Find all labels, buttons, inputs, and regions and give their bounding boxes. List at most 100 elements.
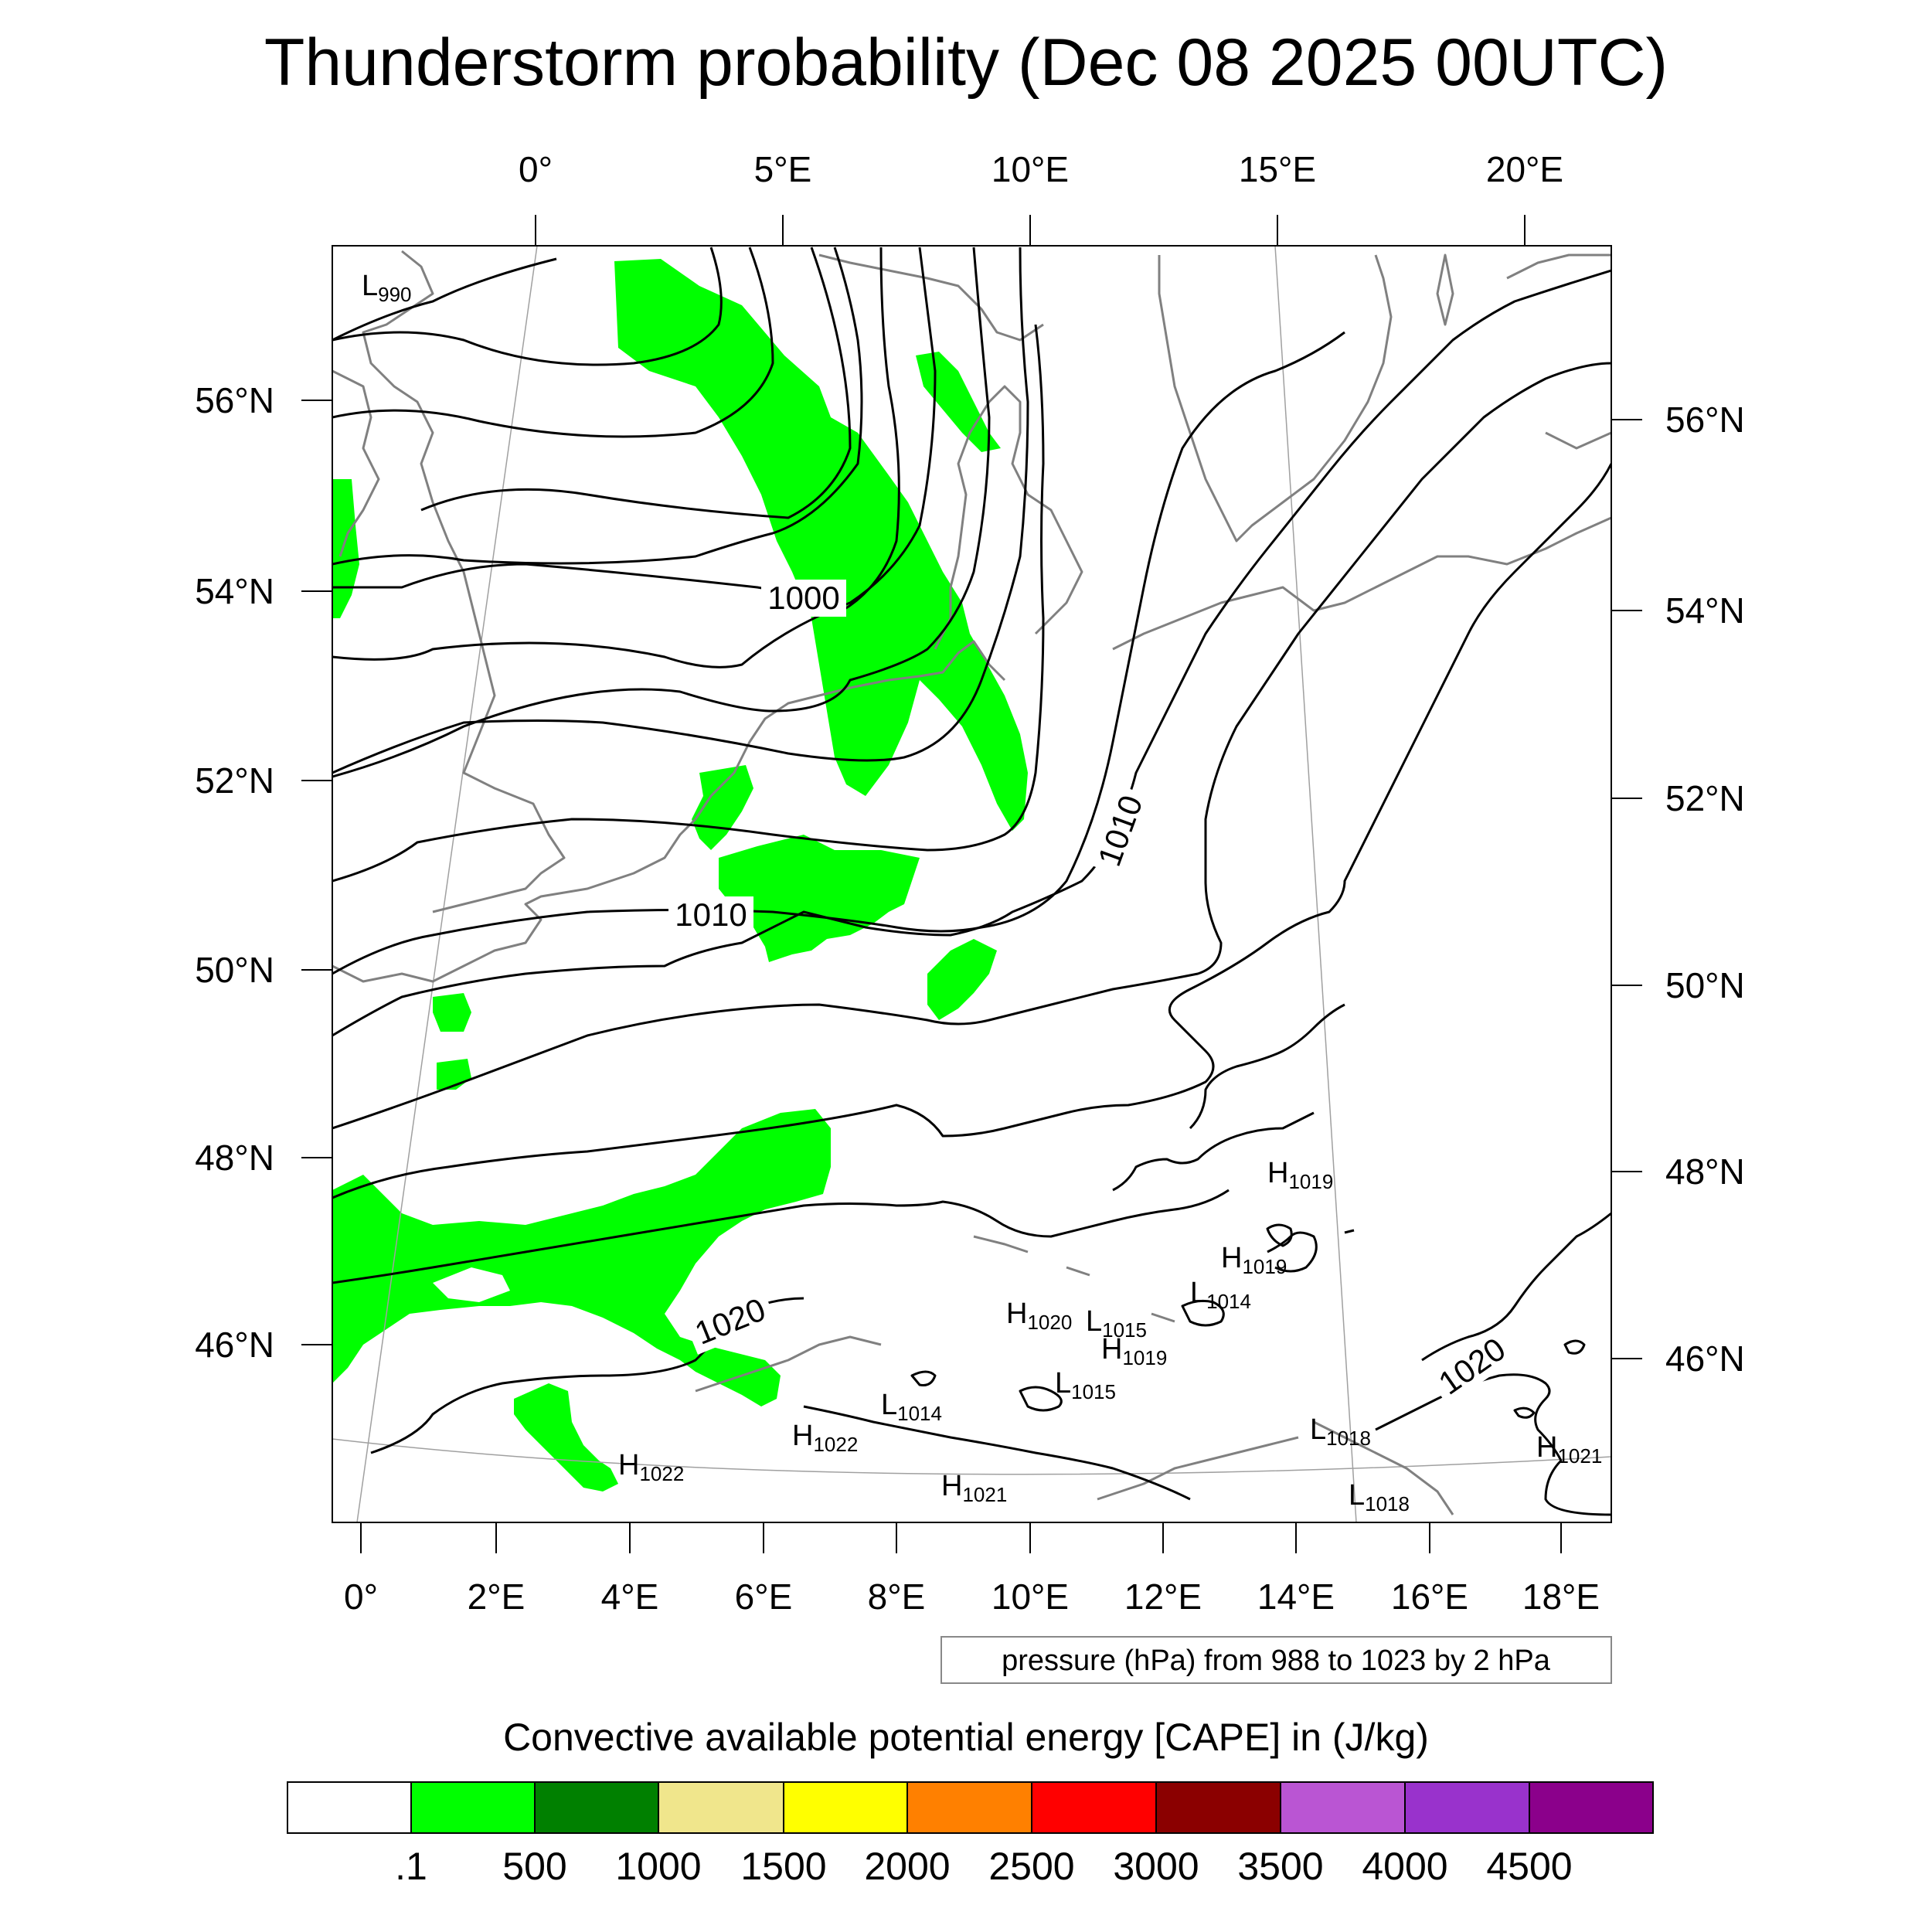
- svg-text:H1022: H1022: [618, 1449, 684, 1485]
- coast-sweden: [1158, 254, 1393, 543]
- colorbar-swatch-5: [906, 1781, 1032, 1834]
- pressure-center-L1015-a: L1015: [1086, 1305, 1147, 1342]
- coast-finland: [1506, 253, 1611, 280]
- colorbar-swatch-7: [1155, 1781, 1281, 1834]
- pressure-centers: L990 H1019 H1019 L1014 H1020 L1015 H1019…: [362, 270, 1602, 1515]
- pressure-center-L1018-b: L1018: [1349, 1479, 1410, 1515]
- coast-mediterranean-france: [695, 1335, 882, 1393]
- colorbar-label-8: 4000: [1362, 1845, 1447, 1888]
- colorbar-swatch-3: [658, 1781, 784, 1834]
- left-lat-label-50N: 50°N: [195, 950, 274, 990]
- coast-channel-france: [332, 818, 697, 983]
- svg-text:H1019: H1019: [1101, 1333, 1167, 1369]
- map-frame: [332, 245, 1612, 1523]
- svg-text:H1021: H1021: [1536, 1431, 1602, 1468]
- pressure-center-L1014-a: L1014: [1190, 1277, 1251, 1313]
- pressure-center-H1022-a: H1022: [792, 1420, 858, 1456]
- colorbar-swatch-8: [1280, 1781, 1406, 1834]
- colorbar-label-9: 4500: [1486, 1845, 1572, 1888]
- colorbar-label-0: .1: [395, 1845, 427, 1888]
- svg-text:L990: L990: [362, 270, 412, 306]
- svg-text:L1015: L1015: [1055, 1367, 1116, 1403]
- left-lat-label-52N: 52°N: [195, 760, 274, 801]
- svg-text:1000: 1000: [767, 580, 839, 616]
- coast-gotland: [1436, 253, 1454, 326]
- svg-text:H1019: H1019: [1221, 1242, 1287, 1278]
- colorbar-title: Convective available potential energy [C…: [503, 1716, 1429, 1759]
- top-lon-label-0: 0°: [519, 149, 553, 189]
- pressure-center-L1014-b: L1014: [881, 1389, 942, 1425]
- left-lat-label-48N: 48°N: [195, 1138, 274, 1178]
- svg-text:L1014: L1014: [1190, 1277, 1251, 1313]
- page-title: Thunderstorm probability (Dec 08 2025 00…: [264, 26, 1668, 100]
- colorbar-label-6: 3000: [1113, 1845, 1199, 1888]
- pressure-center-H1019-a: H1019: [1267, 1157, 1333, 1193]
- bottom-lon-label-4E: 4°E: [601, 1577, 659, 1617]
- left-lat-axis: [301, 400, 332, 1345]
- coast-uk-east: [362, 250, 566, 913]
- top-lon-axis: [535, 215, 1526, 246]
- svg-text:1010: 1010: [675, 896, 747, 933]
- cape-area-france-south: [332, 1109, 831, 1406]
- colorbar-swatch-0: [287, 1781, 412, 1834]
- svg-text:H1019: H1019: [1267, 1157, 1333, 1193]
- cape-area-france-holes: [433, 1267, 510, 1302]
- contour-info-box: [940, 1636, 1612, 1684]
- bottom-lon-label-8E: 8°E: [868, 1577, 926, 1617]
- cape-area-netherlands: [692, 765, 753, 850]
- coastlines: [332, 250, 1611, 1515]
- left-lat-label-54N: 54°N: [195, 571, 274, 611]
- isobar-label-1010-a: 1010: [668, 896, 753, 934]
- right-lat-label-56N: 56°N: [1665, 400, 1745, 440]
- isobar-label-1000: 1000: [761, 580, 846, 617]
- coast-lakes-swiss: [973, 1235, 1175, 1323]
- cape-area-skagerrak: [916, 352, 1001, 452]
- bottom-lon-label-0: 0°: [344, 1577, 378, 1617]
- top-lon-label-10E: 10°E: [992, 149, 1069, 189]
- colorbar-label-4: 2000: [864, 1845, 950, 1888]
- coast-netherlands: [694, 640, 1006, 820]
- pressure-center-H1020: H1020: [1006, 1298, 1072, 1334]
- coast-denmark: [934, 385, 1083, 650]
- left-lat-label-46N: 46°N: [195, 1325, 274, 1365]
- svg-text:L1018: L1018: [1349, 1479, 1410, 1515]
- cape-area-uk-west: [332, 479, 359, 618]
- top-lon-label-15E: 15°E: [1239, 149, 1316, 189]
- colorbar-swatch-10: [1529, 1781, 1654, 1834]
- right-lat-label-54N: 54°N: [1665, 590, 1745, 631]
- isobars: [332, 247, 1611, 1516]
- right-lat-label-50N: 50°N: [1665, 965, 1745, 1005]
- contour-info-text: pressure (hPa) from 988 to 1023 by 2 hPa: [1002, 1645, 1551, 1677]
- pressure-center-L1018-a: L1018: [1310, 1413, 1371, 1450]
- cape-area-north-sea: [614, 259, 1028, 831]
- top-lon-label-20E: 20°E: [1486, 149, 1563, 189]
- coast-italy-north: [1097, 1436, 1299, 1501]
- coast-estonia: [1545, 431, 1611, 450]
- pressure-center-H1022-b: H1022: [618, 1449, 684, 1485]
- colorbar-swatch-9: [1404, 1781, 1530, 1834]
- right-lat-axis: [1611, 419, 1642, 1359]
- bottom-lon-label-14E: 14°E: [1257, 1577, 1335, 1617]
- pressure-center-H1021-b: H1021: [1536, 1431, 1602, 1468]
- cape-area-germany-east: [927, 939, 997, 1020]
- colorbar-labels: .1 500 1000 1500 2000 2500 3000 3500 400…: [395, 1845, 1572, 1888]
- colorbar-swatch-4: [783, 1781, 908, 1834]
- left-lat-label-56N: 56°N: [195, 380, 274, 420]
- cape-fill-areas: [332, 259, 1028, 1492]
- svg-text:H1021: H1021: [941, 1470, 1007, 1506]
- colorbar: [287, 1781, 1654, 1834]
- svg-text:L1018: L1018: [1310, 1413, 1371, 1450]
- svg-text:L1015: L1015: [1086, 1305, 1147, 1342]
- pressure-center-L1015-b: L1015: [1055, 1367, 1116, 1403]
- colorbar-swatch-6: [1031, 1781, 1157, 1834]
- colorbar-swatch-2: [534, 1781, 659, 1834]
- coast-adriatic: [1313, 1420, 1454, 1515]
- colorbar-label-5: 2500: [988, 1845, 1074, 1888]
- bottom-lon-label-6E: 6°E: [735, 1577, 793, 1617]
- bottom-lon-axis: [360, 1522, 1562, 1553]
- map-border: [332, 245, 1612, 1523]
- pressure-center-H1019-b: H1019: [1221, 1242, 1287, 1278]
- coast-norway: [818, 253, 1044, 342]
- right-lat-label-52N: 52°N: [1665, 778, 1745, 818]
- top-lon-label-5E: 5°E: [754, 149, 812, 189]
